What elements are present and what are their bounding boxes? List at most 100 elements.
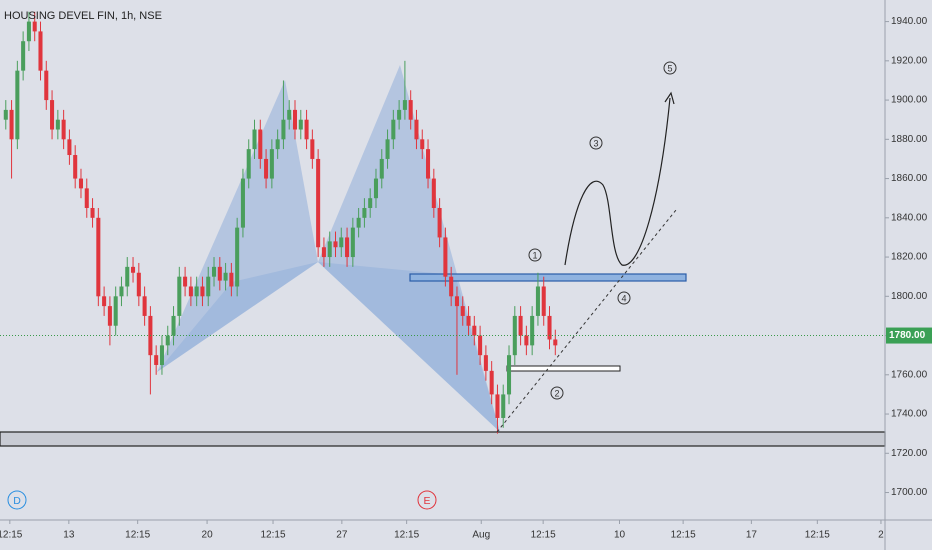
candle-body	[524, 335, 529, 346]
candle-body	[246, 149, 251, 179]
x-tick-label: 2	[878, 530, 884, 541]
candle-body	[466, 315, 471, 326]
candle-body	[541, 286, 546, 316]
candle-body	[50, 100, 55, 130]
event-marker-label: D	[13, 495, 21, 507]
candle-body	[362, 208, 367, 218]
pattern-leg	[318, 262, 500, 432]
candle-body	[426, 149, 431, 179]
candle-body	[478, 335, 483, 356]
candle-body	[131, 266, 136, 273]
arrow-head	[664, 91, 675, 105]
annotation-circle	[617, 291, 631, 305]
candle-body	[78, 178, 84, 189]
candle-body	[275, 139, 280, 150]
last-price-label: 1780.00	[889, 330, 926, 341]
candle-body	[391, 119, 396, 140]
candle-body	[188, 286, 193, 297]
candle-body	[437, 208, 442, 238]
candle-body	[518, 315, 523, 336]
support-box	[506, 365, 621, 372]
y-tick-label: 1740.00	[891, 409, 928, 420]
candle-body	[414, 119, 419, 140]
x-tick-label: 27	[336, 530, 348, 541]
y-tick-label: 1820.00	[891, 252, 928, 263]
candle-body	[304, 119, 309, 140]
candle-body	[298, 119, 303, 130]
candle-body	[125, 266, 130, 287]
event-marker[interactable]	[7, 490, 27, 510]
candle-body	[547, 315, 552, 340]
candle-body	[136, 272, 141, 297]
candle-body	[269, 149, 274, 179]
y-tick-label: 1720.00	[891, 448, 928, 459]
x-tick-label: 10	[614, 530, 626, 541]
candle-body	[292, 109, 298, 130]
x-tick-label: 20	[202, 530, 214, 541]
annotation-circle	[550, 386, 564, 400]
y-tick-label: 1860.00	[891, 173, 928, 184]
candle-body	[321, 247, 326, 258]
x-tick-label: 12:15	[394, 530, 419, 541]
candle-body	[454, 296, 459, 307]
candle-body	[107, 306, 112, 326]
x-tick-label: 13	[63, 530, 75, 541]
x-tick-label: 12:15	[125, 530, 150, 541]
drawings: 1 2 3 4 5 D E	[7, 61, 677, 510]
annotation: 1	[532, 250, 537, 260]
candle-body	[55, 119, 60, 130]
candle-body	[159, 345, 164, 365]
y-tick-label: 1840.00	[891, 212, 928, 223]
candle-body	[501, 394, 506, 418]
x-tick-label: 12:15	[531, 530, 556, 541]
event-marker[interactable]	[417, 490, 437, 510]
candle-body	[61, 119, 66, 140]
candle-body	[258, 129, 263, 159]
x-tick-label: 12:15	[261, 530, 286, 541]
candle-body	[223, 272, 228, 281]
candle-body	[379, 158, 384, 179]
candle-body	[472, 325, 477, 336]
candle-body	[449, 276, 454, 297]
candle-body	[553, 339, 558, 346]
annotation: 4	[621, 293, 626, 303]
candle-body	[373, 178, 379, 199]
candle-body	[119, 286, 124, 297]
chart-title: HOUSING DEVEL FIN, 1h, NSE	[4, 10, 162, 22]
candle-body	[21, 41, 26, 71]
y-tick-label: 1920.00	[891, 55, 928, 66]
candle-body	[177, 276, 182, 316]
x-tick-label: 12:15	[805, 530, 830, 541]
candle-body	[38, 31, 43, 71]
candles	[3, 11, 558, 434]
candle-body	[142, 296, 147, 316]
candle-body	[530, 315, 535, 346]
candle-body	[3, 109, 8, 120]
annotation: 3	[593, 138, 598, 148]
support-zone	[0, 431, 886, 447]
candle-body	[506, 355, 512, 395]
annotation-circle	[528, 248, 542, 262]
candle-body	[327, 241, 332, 258]
candle-body	[44, 70, 49, 101]
y-tick-label: 1900.00	[891, 95, 928, 106]
candle-body	[194, 286, 199, 297]
y-tick-label: 1700.00	[891, 487, 928, 498]
x-tick-label: 12:15	[0, 530, 23, 541]
candle-body	[229, 272, 234, 287]
candle-body	[385, 139, 390, 159]
pattern-leg	[157, 262, 318, 372]
candle-body	[316, 158, 321, 248]
candle-body	[252, 129, 257, 150]
candle-body	[154, 355, 159, 365]
candle-body	[489, 370, 494, 395]
candle-body	[73, 155, 78, 179]
event-marker-label: E	[423, 495, 430, 507]
candle-body	[9, 109, 14, 140]
last-price-box	[886, 327, 932, 344]
candle-body	[356, 217, 361, 228]
candle-body	[431, 178, 436, 208]
candle-body	[483, 355, 488, 371]
resistance-zone	[409, 273, 687, 282]
